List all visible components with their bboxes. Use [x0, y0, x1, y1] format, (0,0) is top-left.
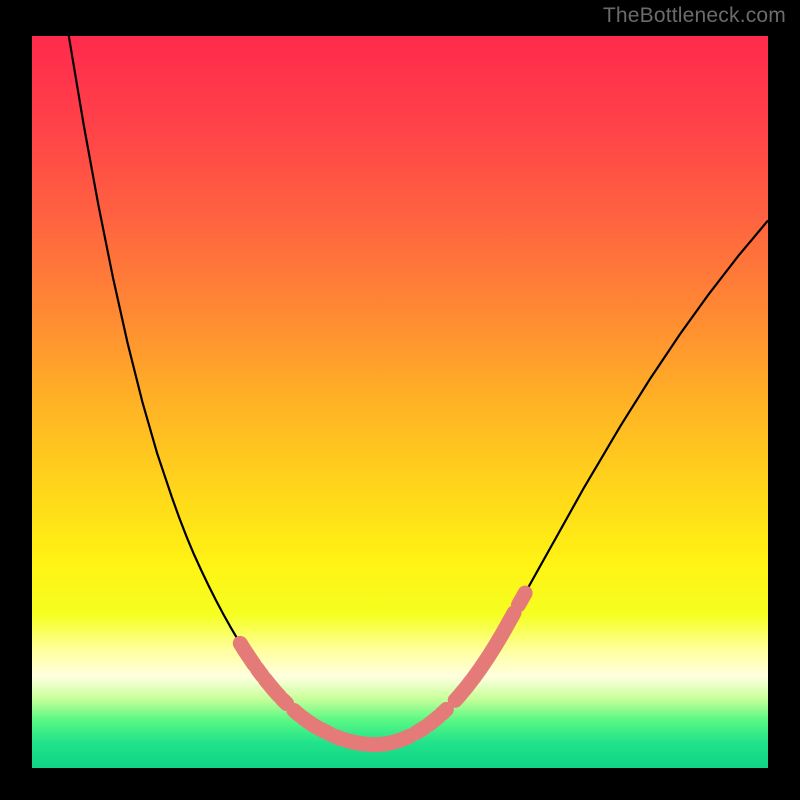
marker-capsule [282, 699, 286, 703]
plot-svg [0, 0, 800, 800]
marker-capsule [356, 741, 396, 744]
marker-capsule [519, 593, 526, 605]
chart-root: TheBottleneck.com [0, 0, 800, 800]
marker-capsule [442, 709, 446, 713]
marker-capsule [400, 736, 410, 740]
watermark-text: TheBottleneck.com [603, 4, 786, 28]
